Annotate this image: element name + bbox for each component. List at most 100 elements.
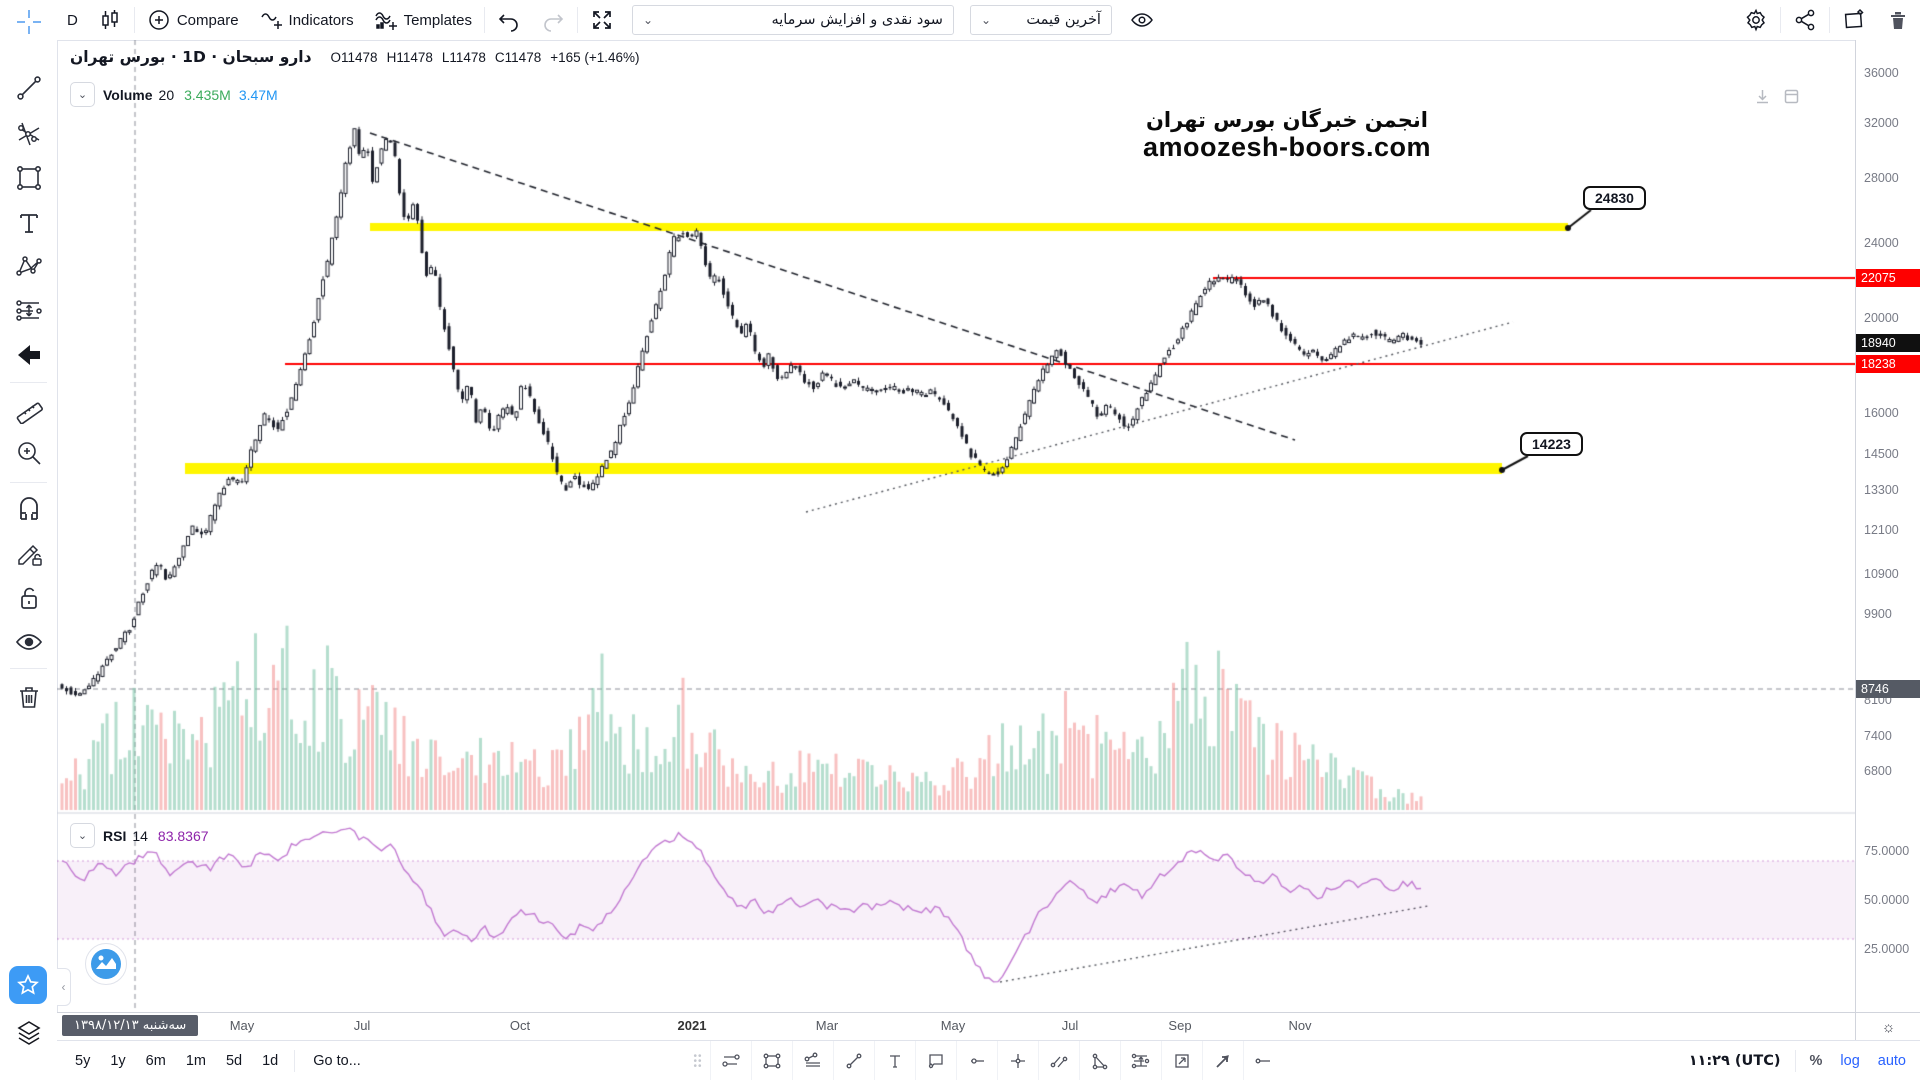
collapse-indicator-button[interactable]: ⌄: [70, 82, 95, 107]
templates-button[interactable]: Templates: [364, 0, 482, 40]
ohlc-values: O11478 H11478 L11478 C11478 +165 (+1.46%): [322, 50, 640, 65]
visibility-eye-button[interactable]: [1120, 0, 1164, 40]
range-button-6m[interactable]: 6m: [145, 1053, 166, 1069]
redo-button[interactable]: [531, 0, 575, 40]
drawing-tool-parallel-lines[interactable]: [709, 1041, 751, 1080]
projection-tool-icon[interactable]: [14, 295, 44, 325]
compare-button[interactable]: Compare: [137, 0, 249, 40]
broker-logo[interactable]: [85, 943, 127, 985]
clock-utc[interactable]: ۱۱:۲۹ (UTC): [1688, 1053, 1781, 1069]
snapshot-button[interactable]: [1832, 0, 1876, 40]
axis-label: 36000: [1864, 66, 1899, 80]
arrow-tool-icon[interactable]: [14, 340, 44, 370]
drawing-tool-cross-line[interactable]: [996, 1041, 1038, 1080]
symbol-legend[interactable]: دارو سبحان · 1D · بورس تهران O11478 H1147…: [70, 48, 640, 66]
range-button-1d[interactable]: 1d: [262, 1053, 279, 1069]
log-scale-button[interactable]: log: [1840, 1053, 1860, 1069]
object-tree-layers-icon[interactable]: [14, 1018, 44, 1048]
crosshair-icon[interactable]: [14, 7, 44, 37]
gear-icon: [1746, 8, 1765, 32]
dock-drag-handle[interactable]: •• •• ••: [693, 1050, 703, 1072]
favorites-toolbar-button[interactable]: [9, 966, 47, 1004]
range-button-5d[interactable]: 5d: [225, 1053, 243, 1069]
lock-open-icon[interactable]: [14, 583, 44, 613]
price-callout-24830[interactable]: 24830: [1583, 186, 1646, 210]
remove-drawings-trash-icon[interactable]: [14, 682, 44, 712]
share-icon: [1795, 9, 1815, 31]
theme-toggle-icon[interactable]: ☼: [1881, 1018, 1896, 1036]
text-tool-icon[interactable]: [14, 208, 44, 238]
drawing-tool-callout[interactable]: [914, 1041, 956, 1080]
axis-label: 16000: [1864, 406, 1899, 420]
drawing-tool-trend-line[interactable]: [832, 1041, 874, 1080]
drawing-tool-disjoint-channel[interactable]: [1037, 1041, 1079, 1080]
range-buttons-group: 5y 1y 6m 1m 5d 1d: [65, 1053, 288, 1069]
drawing-tool-rotated-rectangle[interactable]: [750, 1041, 792, 1080]
rsi-length: 14: [132, 827, 148, 844]
price-axis[interactable]: 36000 32000 28000 24000 20000 16000 14500 13300…: [1855, 40, 1920, 1012]
axis-label: 50.0000: [1864, 893, 1910, 907]
rotated-rectangle-icon: [763, 1053, 780, 1069]
hide-drawings-eye-icon[interactable]: [14, 627, 44, 657]
shapes-rectangle-tool-icon[interactable]: [14, 163, 44, 193]
scroll-to-recent-icon[interactable]: [1754, 88, 1771, 105]
date-label-May: May: [229, 1018, 255, 1033]
axis-label: 6800: [1864, 764, 1892, 778]
undo-button[interactable]: [487, 0, 531, 40]
rsi-legend[interactable]: ⌄ RSI 14 83.8367: [70, 823, 209, 848]
candles-style-icon: [102, 10, 118, 29]
volume-length: 20: [158, 86, 175, 103]
text-icon: [889, 1055, 900, 1068]
ray-icon: [1255, 1058, 1270, 1064]
axis-label: 75.0000: [1864, 844, 1910, 858]
chart-style-button[interactable]: [88, 0, 132, 40]
percent-scale-button[interactable]: %: [1809, 1053, 1823, 1069]
date-label-Jul: Jul: [1061, 1018, 1079, 1033]
collapse-indicator-button[interactable]: ⌄: [70, 823, 95, 848]
dock-icons: [709, 1041, 1284, 1080]
auto-scale-button[interactable]: auto: [1877, 1053, 1906, 1069]
measure-ruler-icon[interactable]: [14, 394, 44, 424]
drawing-tool-ray[interactable]: [1242, 1041, 1284, 1080]
price-chart-canvas[interactable]: [57, 40, 1855, 1012]
adjustments-dropdown[interactable]: ⌄ سود نقدی و افزایش سرمایه: [631, 5, 954, 35]
xabcd-pattern-tool-icon[interactable]: [14, 251, 44, 281]
drawing-tool-text[interactable]: [873, 1041, 915, 1080]
zoom-in-icon[interactable]: [14, 438, 44, 468]
axis-label: 7400: [1864, 729, 1892, 743]
chart-settings-button[interactable]: [1734, 0, 1778, 40]
drawing-tool-triangle[interactable]: [1078, 1041, 1120, 1080]
delete-chart-button[interactable]: [1876, 0, 1920, 40]
date-axis[interactable]: سه‌شنبه ۱۳۹۸/۱۲/۱۳ May Jul Oct 2021 Mar May Ju…: [57, 1012, 1855, 1041]
axis-label: 32000: [1864, 116, 1899, 130]
axis-label: 14500: [1864, 447, 1899, 461]
bottom-right-group: ۱۱:۲۹ (UTC) % log auto: [1689, 1041, 1906, 1080]
drawing-mode-pencil-lock-icon[interactable]: [14, 539, 44, 569]
share-button[interactable]: [1783, 0, 1827, 40]
drawing-tool-arrow-marker[interactable]: [1201, 1041, 1243, 1080]
drawing-tool-horizontal-ray[interactable]: [955, 1041, 997, 1080]
disjoint-channel-icon: [1050, 1056, 1067, 1068]
price-callout-14223[interactable]: 14223: [1520, 432, 1583, 456]
trend-line-tool-icon[interactable]: [14, 73, 44, 103]
triangle-icon: [1092, 1053, 1107, 1070]
goto-date-button[interactable]: Go to...: [313, 1053, 361, 1069]
price-mode-dropdown[interactable]: ⌄ آخرین قیمت: [969, 5, 1112, 35]
magnet-icon[interactable]: [14, 494, 44, 524]
drawing-tool-projection[interactable]: [1119, 1041, 1161, 1080]
fullscreen-button[interactable]: [580, 0, 624, 40]
interval-button[interactable]: D: [67, 11, 78, 29]
range-button-5y[interactable]: 5y: [75, 1053, 91, 1069]
gann-pitchfork-tool-icon[interactable]: [14, 118, 44, 148]
range-button-1y[interactable]: 1y: [110, 1053, 126, 1069]
volume-legend[interactable]: ⌄ Volume 20 3.435M 3.47M: [70, 82, 278, 107]
drawing-tool-box-arrow[interactable]: [1160, 1041, 1202, 1080]
chevron-down-icon: ⌄: [980, 13, 992, 27]
low-value: L11478: [441, 49, 486, 65]
drawing-tool-pitchfan-lines[interactable]: [791, 1041, 833, 1080]
drawing-sidebar: [0, 0, 58, 1080]
maximize-pane-icon[interactable]: [1783, 88, 1800, 105]
indicators-button[interactable]: Indicators: [249, 0, 364, 40]
rsi-value: 83.8367: [157, 827, 209, 844]
range-button-1m[interactable]: 1m: [185, 1053, 206, 1069]
